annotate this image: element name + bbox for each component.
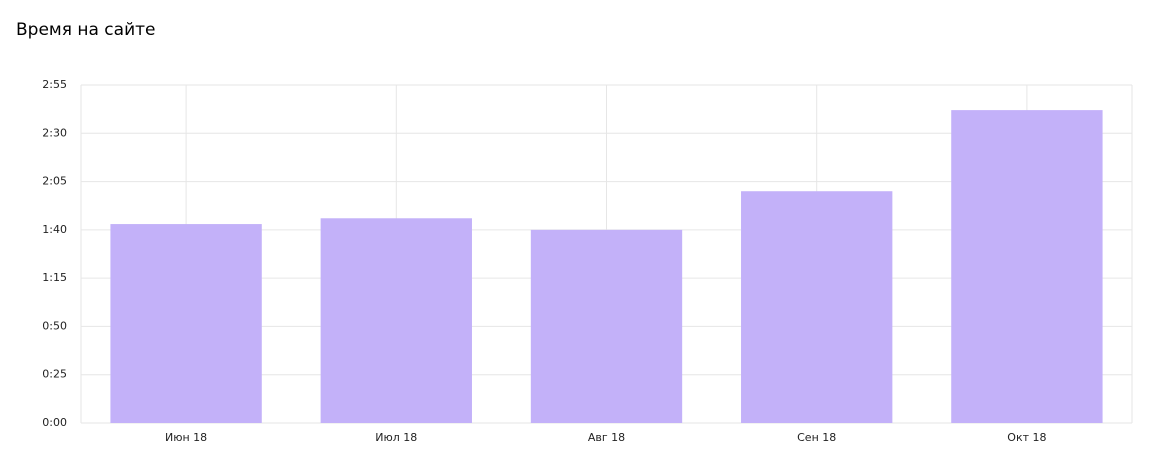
bar <box>110 224 262 423</box>
x-tick-label: Июн 18 <box>165 431 207 444</box>
chart-title: Время на сайте <box>16 20 155 40</box>
x-tick-label: Сен 18 <box>797 431 836 444</box>
x-tick-label: Июл 18 <box>375 431 417 444</box>
bar <box>741 191 893 423</box>
y-tick-label: 0:50 <box>42 319 67 332</box>
y-tick-label: 2:55 <box>42 78 67 91</box>
x-tick-label: Окт 18 <box>1007 431 1046 444</box>
y-tick-label: 2:05 <box>42 175 67 188</box>
bar <box>530 229 683 423</box>
bar <box>951 110 1103 423</box>
y-tick-label: 0:00 <box>42 416 67 429</box>
bar <box>320 218 472 423</box>
y-tick-label: 1:15 <box>42 271 67 284</box>
y-tick-label: 1:40 <box>42 223 67 236</box>
y-tick-label: 2:30 <box>42 126 67 139</box>
y-tick-label: 0:25 <box>42 368 67 381</box>
x-tick-label: Авг 18 <box>588 431 625 444</box>
